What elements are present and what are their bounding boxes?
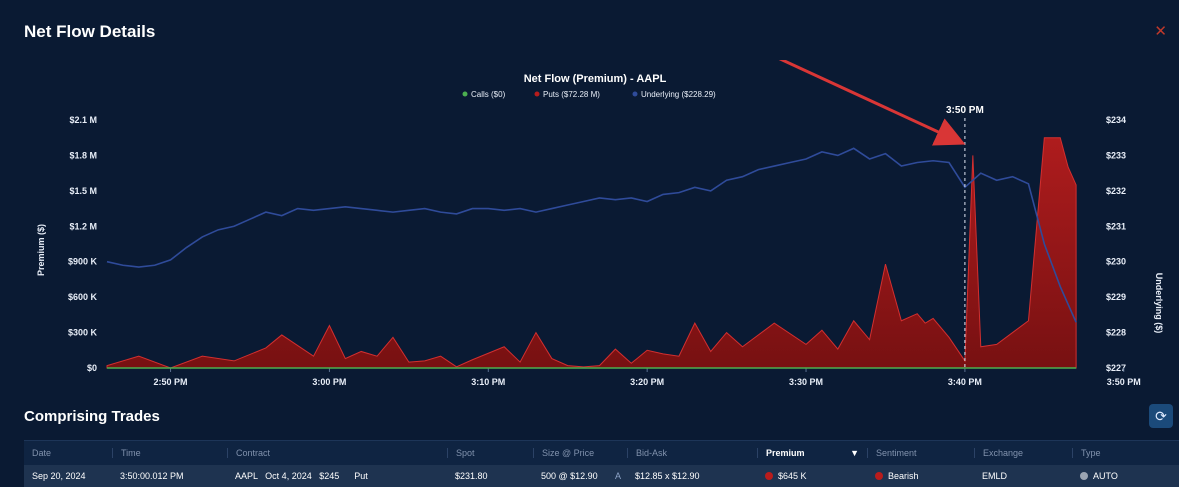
y-tick-label: $300 K [68, 328, 98, 338]
column-premium[interactable]: Premium ▼ [757, 448, 867, 458]
x-tick-label: 3:00 PM [312, 377, 346, 387]
y2-tick-label: $234 [1106, 115, 1126, 125]
cell-bid-ask: $12.85 x $12.90 [635, 471, 700, 481]
legend-marker [462, 91, 468, 97]
section-title: Comprising Trades [24, 408, 160, 425]
x-tick-label: 3:20 PM [630, 377, 664, 387]
puts-area-series [106, 137, 1077, 369]
y-tick-label: $0 [87, 363, 97, 373]
y2-axis-label: Underlying ($) [1154, 273, 1164, 334]
cell-date: Sep 20, 2024 [32, 471, 86, 481]
column-size-price[interactable]: Size @ Price [533, 448, 627, 458]
y-tick-label: $2.1 M [69, 115, 97, 125]
chart-legend: Calls ($0) Puts ($72.28 M) Underlying ($22… [462, 90, 716, 99]
cell-premium: $645 K [757, 471, 867, 481]
y2-tick-label: $230 [1106, 257, 1126, 267]
y2-tick-label: $231 [1106, 221, 1126, 231]
x-tick-label: 3:40 PM [948, 377, 982, 387]
y2-tick-label: $229 [1106, 292, 1126, 302]
annotation-arrow [778, 60, 966, 146]
column-spot[interactable]: Spot [447, 448, 533, 458]
type-value: AUTO [1093, 471, 1118, 481]
legend-label[interactable]: Calls ($0) [471, 90, 506, 99]
y-tick-label: $1.2 M [69, 221, 97, 231]
size-price-value: 500 @ $12.90 [541, 471, 598, 481]
table-header: Date Time Contract Spot Size @ Price Bid… [24, 440, 1179, 465]
bearish-dot-icon [875, 472, 883, 480]
legend-label[interactable]: Puts ($72.28 M) [543, 90, 600, 99]
table-row[interactable]: Sep 20, 2024 3:50:00.012 PM AAPL Oct 4, … [24, 465, 1179, 487]
sort-down-icon: ▼ [850, 448, 859, 458]
x-tick-label: 3:30 PM [789, 377, 823, 387]
net-flow-chart: Net Flow (Premium) - AAPL Calls ($0) Puts… [36, 60, 1164, 387]
refresh-icon: ⟳ [1155, 407, 1167, 424]
trades-table: Date Time Contract Spot Size @ Price Bid… [24, 440, 1179, 487]
column-type[interactable]: Type [1072, 448, 1179, 458]
column-exchange[interactable]: Exchange [974, 448, 1072, 458]
side-indicator: A [614, 471, 621, 481]
chart-title: Net Flow (Premium) - AAPL [524, 73, 667, 85]
column-premium-label: Premium [766, 448, 805, 458]
column-bid-ask[interactable]: Bid-Ask [627, 448, 757, 458]
cell-size-price: 500 @ $12.90 A [533, 471, 627, 481]
y2-tick-label: $232 [1106, 186, 1126, 196]
x-tick-label: 3:10 PM [471, 377, 505, 387]
legend-label[interactable]: Underlying ($228.29) [641, 90, 716, 99]
cell-spot: $231.80 [455, 471, 488, 481]
underlying-line-series [106, 147, 1077, 323]
column-sentiment[interactable]: Sentiment [867, 448, 974, 458]
x-tick-label: 2:50 PM [154, 377, 188, 387]
y-tick-label: $1.5 M [69, 186, 97, 196]
cell-type: AUTO [1072, 471, 1179, 481]
column-time[interactable]: Time [112, 448, 227, 458]
x-tick-label: 3:50 PM [1107, 377, 1141, 387]
cell-contract: AAPL Oct 4, 2024 $245 Put [235, 471, 368, 481]
close-icon[interactable]: ✕ [1154, 23, 1167, 40]
premium-value: $645 K [778, 471, 807, 481]
legend-marker [632, 91, 638, 97]
refresh-button[interactable]: ⟳ [1149, 404, 1173, 428]
y2-tick-label: $233 [1106, 150, 1126, 160]
column-contract[interactable]: Contract [227, 448, 447, 458]
cell-exchange: EMLD [982, 471, 1008, 481]
y-axis-label: Premium ($) [36, 224, 46, 276]
sentiment-value: Bearish [888, 471, 919, 481]
y-tick-label: $600 K [68, 292, 98, 302]
time-marker-label: 3:50 PM [946, 105, 984, 116]
panel-title: Net Flow Details [24, 22, 156, 41]
cell-time: 3:50:00.012 PM [120, 471, 184, 481]
type-dot-icon [1080, 472, 1088, 480]
premium-dot-icon [765, 472, 773, 480]
y-tick-label: $1.8 M [69, 150, 97, 160]
cell-sentiment: Bearish [867, 471, 974, 481]
column-date[interactable]: Date [32, 448, 52, 458]
y-tick-label: $900 K [68, 257, 98, 267]
y2-tick-label: $227 [1106, 363, 1126, 373]
y2-tick-label: $228 [1106, 328, 1126, 338]
legend-marker [534, 91, 540, 97]
